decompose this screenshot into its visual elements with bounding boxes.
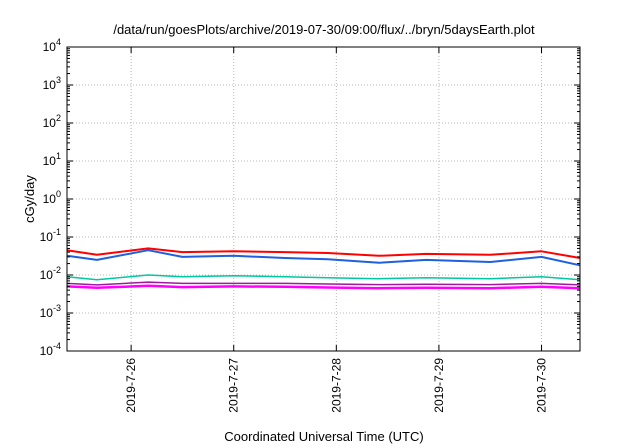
y-tick-label: 103 xyxy=(43,75,61,92)
y-tick-label: 10-4 xyxy=(40,341,61,358)
series-line-5 xyxy=(66,284,581,290)
x-axis-label: Coordinated Universal Time (UTC) xyxy=(224,429,423,444)
series-lines xyxy=(66,247,581,290)
x-tick-label: 2019-7-30 xyxy=(535,358,549,413)
y-tick-label: 100 xyxy=(43,189,61,206)
x-tick-label: 2019-7-28 xyxy=(329,358,343,413)
series-line-4 xyxy=(66,281,581,286)
plot-frame xyxy=(66,46,581,352)
y-tick-label: 101 xyxy=(43,151,61,168)
chart-title: /data/run/goesPlots/archive/2019-07-30/0… xyxy=(113,22,535,37)
y-tick-label: 104 xyxy=(43,37,61,54)
y-tick-label: 10-2 xyxy=(40,265,61,282)
y-tick-label: 10-1 xyxy=(40,227,61,244)
y-tick-label: 102 xyxy=(43,113,61,130)
y-tick-label: 10-3 xyxy=(40,303,61,320)
y-axis-label: cGy/day xyxy=(22,175,37,223)
x-tick-label: 2019-7-26 xyxy=(124,358,138,413)
series-line-2 xyxy=(66,249,581,267)
x-tick-label: 2019-7-27 xyxy=(227,358,241,413)
x-axis-ticks: 2019-7-26 2019-7-27 2019-7-28 2019-7-29 2019… xyxy=(124,47,549,413)
x-tick-label: 2019-7-29 xyxy=(432,358,446,413)
y-axis-ticks: 10-4 10-3 10-2 10-1 100 101 102 103 104 xyxy=(40,37,580,358)
series-line-1 xyxy=(66,247,581,259)
series-line-3 xyxy=(66,274,581,281)
grid xyxy=(67,47,580,351)
